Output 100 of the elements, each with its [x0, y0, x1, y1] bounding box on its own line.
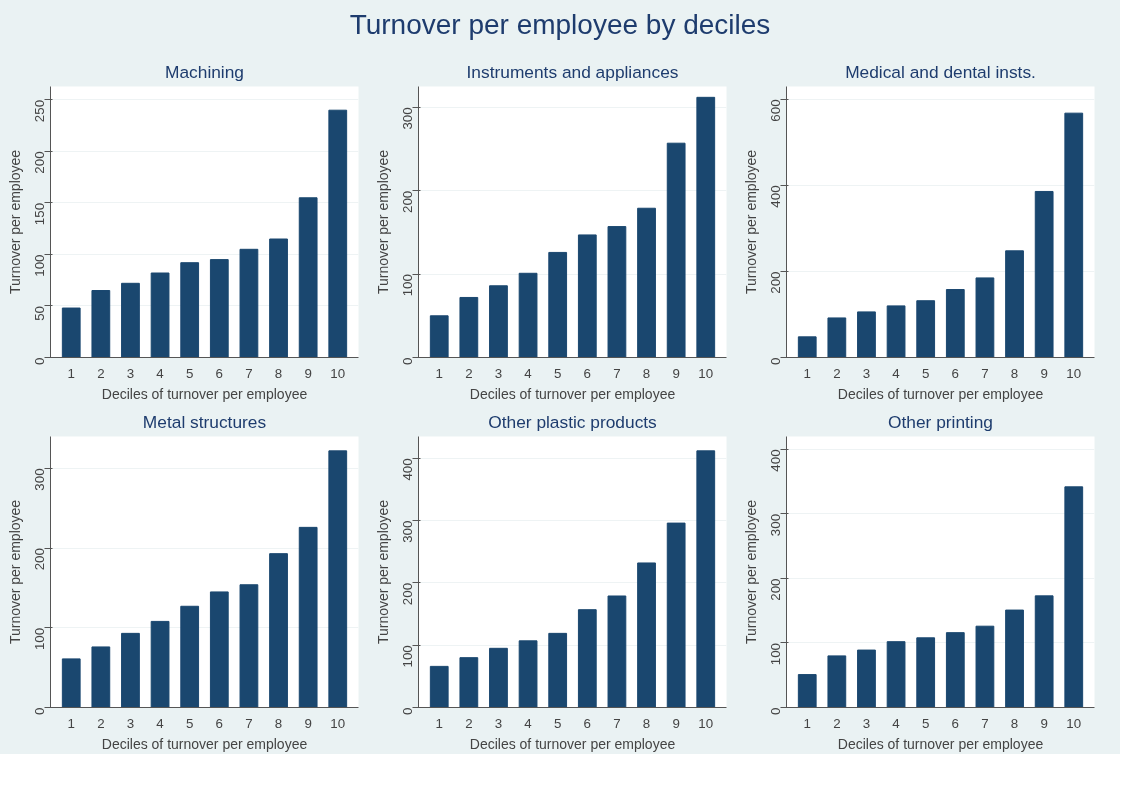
x-tick-label: 2 — [97, 715, 105, 731]
x-tick-label: 3 — [126, 365, 135, 381]
y-tick-label: 0 — [400, 357, 415, 365]
x-axis-title: Deciles of turnover per employee — [101, 385, 308, 402]
x-tick-label: 9 — [304, 715, 312, 731]
x-tick-label: 9 — [672, 365, 680, 381]
x-tick-label: 1 — [435, 365, 443, 381]
x-tick-label: 1 — [803, 715, 811, 731]
y-axis-title: Turnover per employee — [742, 149, 759, 295]
y-tick-label: 200 — [768, 578, 783, 601]
x-tick-label: 4 — [892, 365, 901, 381]
x-tick-label: 4 — [156, 715, 165, 731]
x-tick-label: 4 — [524, 715, 533, 731]
x-tick-label: 3 — [862, 365, 871, 381]
chart-title: Other plastic products — [488, 411, 658, 432]
x-tick-label: 7 — [613, 715, 621, 731]
x-tick-label: 1 — [435, 715, 443, 731]
x-tick-label: 2 — [833, 715, 841, 731]
x-tick-label: 2 — [833, 365, 841, 381]
y-tick-label: 100 — [32, 254, 47, 277]
y-tick-label: 400 — [768, 185, 783, 208]
x-tick-label: 9 — [1040, 365, 1048, 381]
x-tick-label: 5 — [553, 365, 562, 381]
y-tick-label: 100 — [768, 642, 783, 666]
x-tick-label: 8 — [274, 715, 283, 731]
y-tick-label: 600 — [768, 99, 783, 122]
y-tick-label: 150 — [32, 202, 47, 226]
x-tick-label: 8 — [642, 365, 651, 381]
y-tick-label: 300 — [768, 513, 783, 537]
y-tick-label: 100 — [32, 627, 47, 651]
x-tick-label: 6 — [215, 715, 224, 731]
x-tick-label: 1 — [803, 365, 811, 381]
chart-title: Other printing — [888, 411, 993, 432]
y-tick-label: 0 — [768, 707, 783, 715]
x-tick-label: 7 — [981, 715, 989, 731]
y-tick-label: 200 — [32, 548, 47, 571]
y-tick-label: 300 — [32, 468, 47, 491]
y-tick-label: 0 — [400, 707, 415, 715]
chart-title: Metal structures — [142, 411, 267, 432]
x-tick-label: 10 — [330, 715, 346, 731]
y-tick-label: 400 — [400, 458, 415, 481]
x-axis-title: Deciles of turnover per employee — [837, 735, 1044, 752]
x-tick-label: 3 — [494, 715, 503, 731]
y-tick-label: 200 — [400, 190, 415, 213]
x-tick-label: 4 — [892, 715, 901, 731]
y-tick-label: 100 — [400, 274, 415, 297]
y-tick-label: 50 — [32, 305, 47, 321]
x-tick-label: 5 — [185, 365, 194, 381]
y-tick-label: 300 — [400, 107, 415, 130]
y-axis-title: Turnover per employee — [374, 499, 391, 645]
y-axis-title: Turnover per employee — [742, 499, 759, 645]
x-tick-label: 3 — [126, 715, 135, 731]
x-axis-title: Deciles of turnover per employee — [101, 735, 308, 752]
x-tick-label: 5 — [921, 365, 930, 381]
x-tick-label: 10 — [1066, 365, 1082, 381]
x-tick-label: 5 — [921, 715, 930, 731]
x-tick-label: 6 — [215, 365, 224, 381]
y-tick-label: 100 — [400, 645, 415, 668]
x-tick-label: 9 — [672, 715, 680, 731]
x-tick-label: 2 — [465, 365, 473, 381]
x-tick-label: 8 — [1010, 365, 1019, 381]
y-tick-label: 200 — [768, 271, 783, 294]
x-tick-label: 3 — [494, 365, 503, 381]
chart-title: Machining — [165, 61, 244, 82]
x-tick-label: 9 — [1040, 715, 1048, 731]
x-tick-label: 10 — [698, 365, 714, 381]
x-tick-label: 8 — [1010, 715, 1019, 731]
x-tick-label: 10 — [698, 715, 714, 731]
text: Turnover per employee by deciles — [349, 8, 771, 42]
y-axis-title: Turnover per employee — [6, 149, 23, 295]
x-tick-label: 6 — [951, 715, 960, 731]
x-tick-label: 7 — [981, 365, 989, 381]
x-tick-label: 4 — [524, 365, 533, 381]
x-tick-label: 7 — [245, 365, 253, 381]
y-tick-label: 250 — [32, 99, 47, 123]
x-axis-title: Deciles of turnover per employee — [837, 385, 1044, 402]
y-tick-label: 200 — [32, 151, 47, 174]
y-tick-label: 0 — [32, 357, 47, 365]
x-tick-label: 5 — [553, 715, 562, 731]
x-axis-title: Deciles of turnover per employee — [469, 385, 676, 402]
x-tick-label: 3 — [862, 715, 871, 731]
x-tick-label: 7 — [245, 715, 253, 731]
x-tick-label: 1 — [67, 365, 75, 381]
x-tick-label: 5 — [185, 715, 194, 731]
x-tick-label: 8 — [274, 365, 283, 381]
y-tick-label: 200 — [400, 582, 415, 606]
x-tick-label: 10 — [330, 365, 346, 381]
y-axis-title: Turnover per employee — [374, 149, 391, 295]
x-tick-label: 2 — [97, 365, 105, 381]
chart-title: Instruments and appliances — [466, 61, 679, 82]
x-tick-label: 6 — [583, 365, 592, 381]
x-tick-label: 6 — [583, 715, 592, 731]
x-tick-label: 4 — [156, 365, 165, 381]
y-tick-label: 0 — [768, 357, 783, 365]
y-tick-label: 0 — [32, 707, 47, 715]
y-axis-title: Turnover per employee — [6, 499, 23, 645]
x-tick-label: 9 — [304, 365, 312, 381]
chart-title: Medical and dental insts. — [845, 61, 1036, 82]
x-tick-label: 7 — [613, 365, 621, 381]
x-axis-title: Deciles of turnover per employee — [469, 735, 676, 752]
